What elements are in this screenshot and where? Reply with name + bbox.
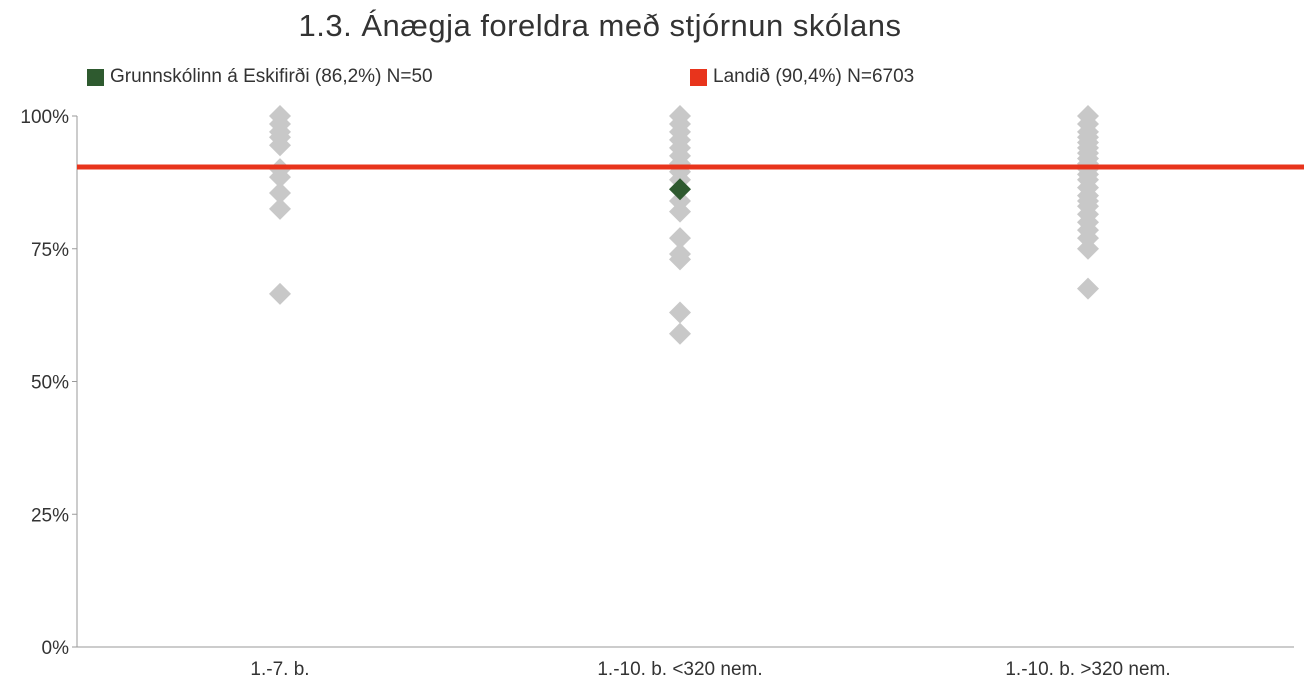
scatter-point-school	[269, 166, 291, 189]
legend-swatch-school	[87, 68, 104, 86]
y-tick-label: 50%	[31, 373, 69, 394]
x-tick-label: 1.-10. b. <320 nem.	[597, 659, 762, 677]
scatter-point-school	[269, 134, 291, 157]
legend-label-school: Grunnskólinn á Eskifirði (86,2%) N=50	[110, 66, 433, 87]
scatter-point-school	[669, 322, 691, 345]
y-tick-label: 75%	[31, 240, 69, 261]
scatter-point-school	[669, 227, 691, 250]
chart-title: 1.3. Ánægja foreldra með stjórnun skólan…	[298, 8, 902, 43]
y-tick-label: 25%	[31, 505, 69, 526]
y-tick-label: 100%	[20, 107, 69, 128]
scatter-point-school	[269, 181, 291, 204]
legend-label-national: Landið (90,4%) N=6703	[713, 66, 915, 87]
x-tick-label: 1.-10. b. >320 nem.	[1005, 659, 1170, 677]
chart-axes: 0% 25% 50% 75% 100% 1.-7. b. 1.-10. b. <320 ne…	[20, 107, 1294, 677]
scatter-point-school	[269, 197, 291, 220]
chart-marks	[77, 105, 1304, 345]
scatter-point-school	[669, 200, 691, 223]
scatter-point-school	[1077, 237, 1099, 260]
scatter-point-school	[669, 248, 691, 271]
scatter-point-school	[269, 282, 291, 305]
scatter-point-highlight	[669, 178, 691, 201]
legend-item-school: Grunnskólinn á Eskifirði (86,2%) N=50	[87, 66, 433, 88]
legend-item-national: Landið (90,4%) N=6703	[690, 66, 914, 88]
legend-swatch-national	[690, 68, 707, 86]
x-tick-label: 1.-7. b.	[250, 659, 309, 677]
scatter-point-school	[669, 301, 691, 324]
scatter-point-school	[1077, 277, 1099, 300]
y-tick-label: 0%	[42, 638, 70, 659]
